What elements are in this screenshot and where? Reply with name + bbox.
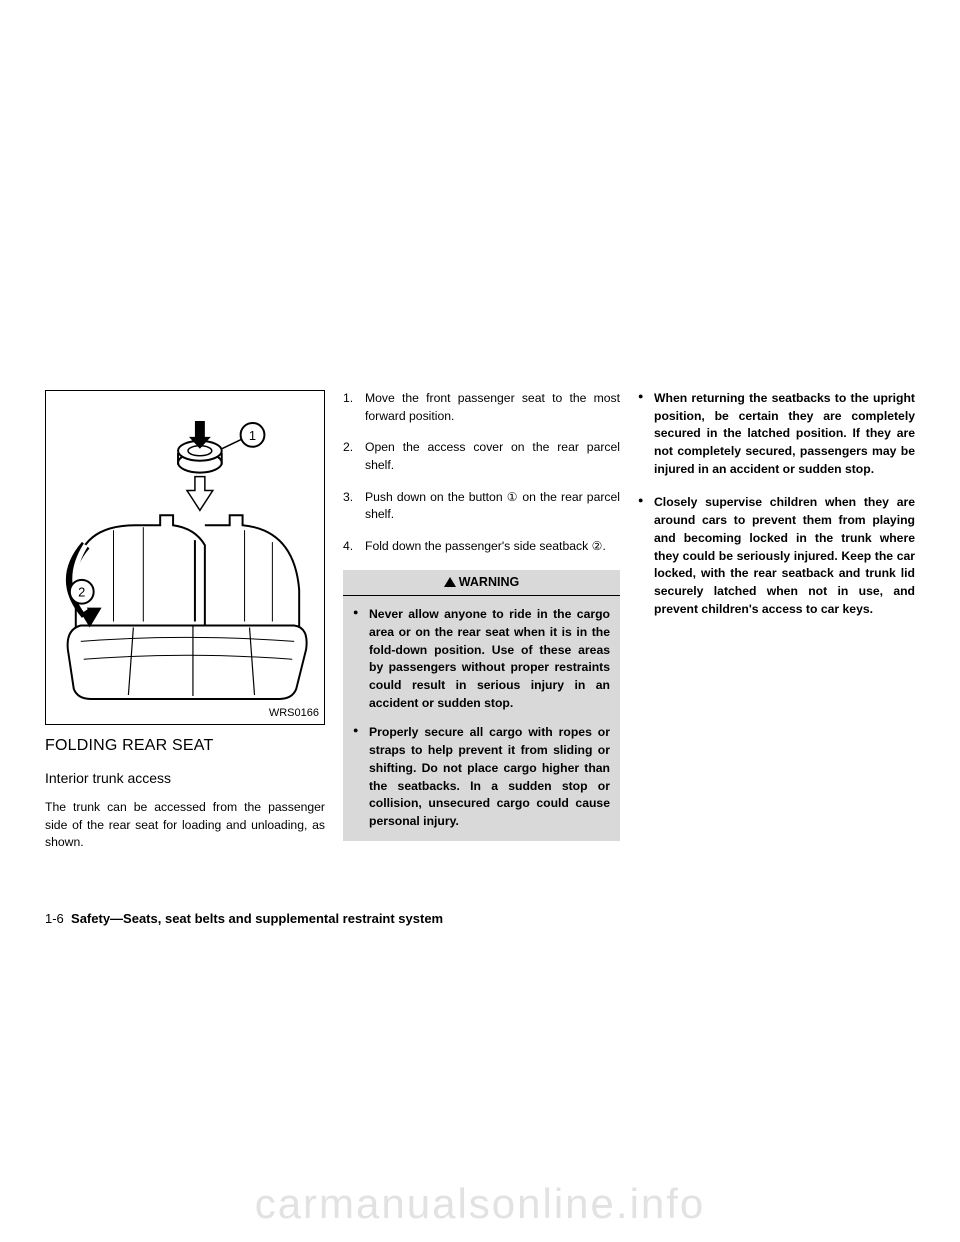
warning-title: WARNING [343,570,620,597]
sub-heading: Interior trunk access [45,769,325,789]
warning-box: WARNING Never allow anyone to ride in th… [343,570,620,841]
page-content: 1 2 [0,0,960,862]
bullet-item: Closely supervise children when they are… [638,494,915,618]
figure-box: 1 2 [45,390,325,725]
column-2: Move the front passenger seat to the mos… [343,390,620,862]
step-item: Push down on the button ① on the rear pa… [343,489,620,524]
warning-item: Properly secure all cargo with ropes or … [353,724,610,830]
page-number: 1-6 [45,911,64,926]
section-heading: FOLDING REAR SEAT [45,735,325,757]
warning-icon [444,577,456,587]
column-3: When returning the seatbacks to the upri… [638,390,915,862]
watermark: carmanualsonline.info [0,1180,960,1228]
svg-text:2: 2 [78,585,85,600]
body-paragraph: The trunk can be accessed from the passe… [45,799,325,852]
step-item: Fold down the passenger's side seatback … [343,538,620,556]
step-item: Move the front passenger seat to the mos… [343,390,620,425]
footer-title: Safety—Seats, seat belts and supplementa… [71,911,443,926]
figure-caption: WRS0166 [269,706,319,721]
steps-list: Move the front passenger seat to the mos… [343,390,620,556]
seat-illustration: 1 2 [46,391,324,724]
svg-text:1: 1 [249,428,256,443]
step-item: Open the access cover on the rear parcel… [343,439,620,474]
bullet-item: When returning the seatbacks to the upri… [638,390,915,478]
column-1: 1 2 [45,390,325,862]
page-footer: 1-6 Safety—Seats, seat belts and supplem… [45,911,443,926]
warning-label: WARNING [459,575,519,589]
warning-item: Never allow anyone to ride in the cargo … [353,606,610,712]
col3-bullets: When returning the seatbacks to the upri… [638,390,915,618]
warning-bullets: Never allow anyone to ride in the cargo … [343,596,620,840]
